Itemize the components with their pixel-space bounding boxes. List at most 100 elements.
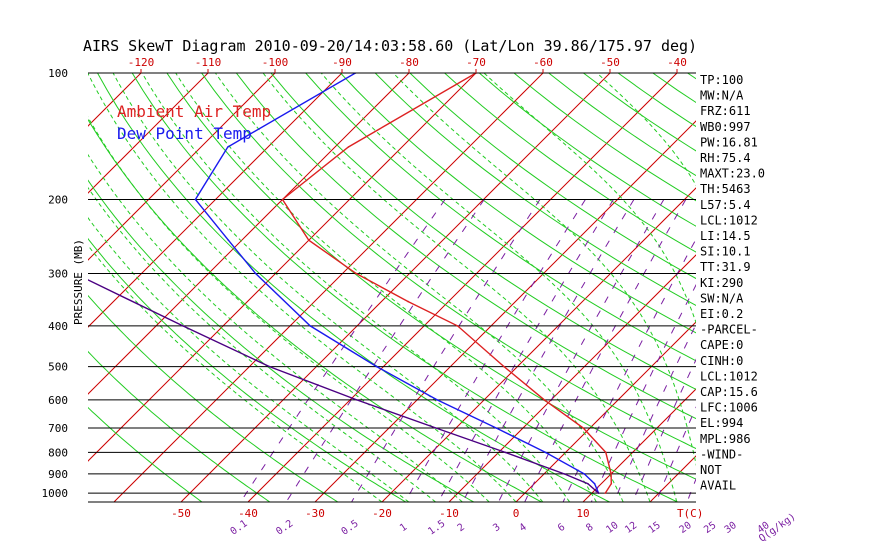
dry-adiabat-line bbox=[792, 73, 870, 502]
moist-adiabat-line bbox=[88, 116, 490, 502]
stability-index-item: MPL:986 bbox=[700, 432, 751, 446]
legend-dew-point-temp: Dew Point Temp bbox=[117, 124, 252, 143]
isotherm-line bbox=[247, 73, 678, 502]
data-point bbox=[281, 198, 284, 201]
isotherm-line bbox=[113, 73, 544, 502]
mixing-ratio-tick-label: 20 bbox=[678, 520, 694, 536]
isotherm-line bbox=[0, 73, 74, 502]
data-point bbox=[593, 482, 596, 485]
isotherm-line bbox=[88, 73, 410, 395]
data-point bbox=[587, 482, 589, 485]
pressure-tick-label: 1000 bbox=[42, 487, 69, 500]
isotherm-line bbox=[314, 120, 696, 502]
mixing-ratio-tick-label: 8 bbox=[584, 522, 595, 534]
data-point bbox=[308, 239, 310, 241]
stability-index-item: TT:31.9 bbox=[700, 260, 751, 274]
mixing-ratio-tick-label: 30 bbox=[723, 520, 739, 536]
pressure-tick-label: 800 bbox=[48, 446, 68, 459]
stability-index-item: MW:N/A bbox=[700, 89, 744, 103]
bottom-temp-tick-label: -10 bbox=[439, 507, 459, 520]
top-temp-tick-label: -60 bbox=[533, 56, 553, 69]
stability-index-item: LI:14.5 bbox=[700, 229, 751, 243]
moist-adiabat-line bbox=[175, 73, 597, 502]
moist-adiabat-line bbox=[262, 73, 651, 502]
data-series bbox=[88, 73, 613, 494]
dry-adiabat-line bbox=[97, 73, 610, 502]
isotherm-line bbox=[851, 73, 870, 502]
legend-ambient-air-temp: Ambient Air Temp bbox=[117, 102, 271, 121]
pressure-tick-label: 600 bbox=[48, 394, 68, 407]
data-point bbox=[182, 325, 184, 327]
moist-adiabat-line bbox=[88, 73, 517, 502]
stability-index-item: LCL:1012 bbox=[700, 369, 758, 383]
dry-adiabat-line bbox=[88, 294, 339, 502]
y-axis-label: PRESSURE (MB) bbox=[72, 239, 85, 325]
top-temp-tick-label: -120 bbox=[128, 56, 155, 69]
mixing-ratio-line bbox=[613, 323, 696, 502]
mixing-ratio-tick-label: 1.5 bbox=[426, 518, 447, 537]
data-point bbox=[582, 427, 585, 429]
stability-index-item: FRZ:611 bbox=[700, 104, 751, 118]
mixing-ratio-tick-label: 0.1 bbox=[229, 518, 250, 537]
mixing-ratio-tick-label: 25 bbox=[702, 520, 718, 536]
data-point bbox=[604, 492, 607, 494]
stability-index-item: WB0:997 bbox=[700, 120, 751, 134]
stability-index-item: EI:0.2 bbox=[700, 307, 743, 321]
pressure-tick-label: 700 bbox=[48, 422, 68, 435]
isotherm-line bbox=[180, 73, 611, 502]
dry-adiabat-line bbox=[88, 179, 474, 502]
dry-adiabat-line bbox=[270, 73, 696, 390]
data-point bbox=[543, 399, 546, 401]
moist-adiabat-line bbox=[320, 73, 678, 502]
dry-adiabat-line bbox=[88, 350, 271, 502]
stability-index-item: -WIND- bbox=[700, 447, 743, 461]
stability-index-item: LFC:1006 bbox=[700, 401, 758, 415]
data-point bbox=[610, 482, 613, 485]
isotherm-line bbox=[515, 321, 696, 502]
bottom-temp-tick-label: 0 bbox=[513, 507, 520, 520]
data-point bbox=[436, 399, 439, 401]
stability-index-item: EL:994 bbox=[700, 416, 743, 430]
mixing-ratio-line bbox=[437, 199, 614, 502]
stability-index-item: -PARCEL- bbox=[700, 323, 758, 337]
top-temp-tick-label: -100 bbox=[262, 56, 289, 69]
data-point bbox=[597, 492, 600, 494]
isotherm-line bbox=[88, 73, 276, 261]
data-point bbox=[309, 325, 312, 327]
dry-adiabat-line bbox=[88, 406, 203, 502]
moist-adiabat-line bbox=[88, 153, 463, 502]
mixing-ratio-tick-label: 0.2 bbox=[274, 518, 295, 537]
bottom-temp-tick-label: -40 bbox=[238, 507, 258, 520]
dry-adiabat-line bbox=[374, 73, 696, 306]
pressure-tick-label: 300 bbox=[48, 267, 68, 280]
top-temp-tick-label: -50 bbox=[600, 56, 620, 69]
moist-adiabat-line bbox=[88, 244, 383, 502]
stability-index-item: TP:100 bbox=[700, 73, 743, 87]
data-point bbox=[268, 365, 271, 368]
mixing-ratio-line bbox=[497, 199, 665, 502]
top-temp-tick-label: -110 bbox=[195, 56, 222, 69]
moist-adiabat-line bbox=[88, 186, 436, 502]
data-point bbox=[563, 473, 565, 475]
top-temp-tick-label: -70 bbox=[466, 56, 486, 69]
stability-index-item: RH:75.4 bbox=[700, 151, 751, 165]
pressure-tick-label: 200 bbox=[48, 193, 68, 206]
chart-title: AIRS SkewT Diagram 2010-09-20/14:03:58.6… bbox=[83, 37, 697, 55]
mixing-ratio-tick-label: 6 bbox=[556, 522, 567, 534]
data-point bbox=[605, 451, 607, 454]
mixing-ratio-line bbox=[562, 238, 696, 502]
mixing-ratio-line bbox=[351, 199, 541, 502]
mixing-ratio-line bbox=[404, 199, 586, 502]
data-point bbox=[544, 451, 547, 454]
mixing-ratio-line bbox=[632, 358, 696, 502]
data-point bbox=[347, 146, 350, 148]
dry-adiabat-line bbox=[305, 73, 696, 362]
mixing-ratio-line bbox=[524, 199, 687, 502]
isotherm-line bbox=[784, 73, 870, 502]
dry-adiabat-line bbox=[166, 73, 696, 480]
isotherm-line bbox=[381, 187, 696, 502]
stability-index-item: AVAIL bbox=[700, 479, 736, 493]
ambient-air-temp-line bbox=[281, 73, 613, 494]
